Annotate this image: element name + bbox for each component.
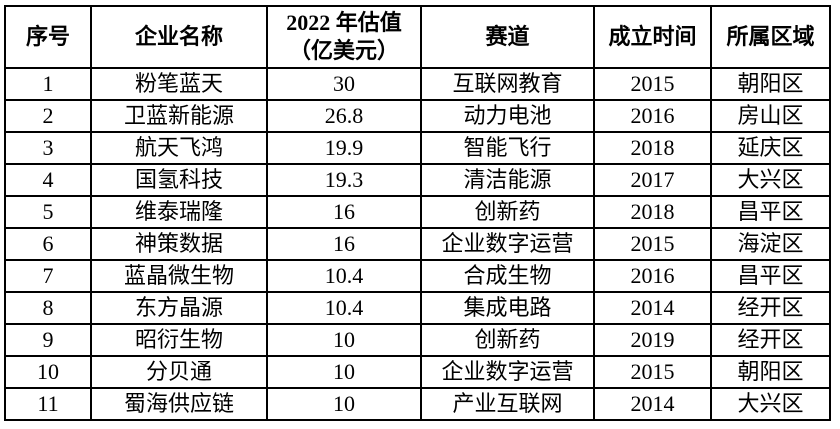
cell-valuation: 30: [266, 67, 422, 101]
cell-track: 企业数字运营: [420, 355, 595, 389]
header-cell-district: 所属区域: [710, 5, 831, 69]
header-cell-track: 赛道: [420, 5, 595, 69]
table-row: 4 国氢科技 19.3 清洁能源 2017 大兴区: [4, 163, 831, 197]
cell-name: 分贝通: [90, 355, 268, 389]
cell-index: 5: [4, 195, 92, 229]
cell-valuation: 10: [266, 387, 422, 421]
cell-index: 10: [4, 355, 92, 389]
table-row: 8 东方晶源 10.4 集成电路 2014 经开区: [4, 291, 831, 325]
cell-founded: 2016: [593, 99, 712, 133]
header-cell-valuation: 2022 年估值 （亿美元）: [266, 5, 422, 69]
cell-district: 大兴区: [710, 387, 831, 421]
cell-index: 4: [4, 163, 92, 197]
cell-district: 大兴区: [710, 163, 831, 197]
cell-district: 房山区: [710, 99, 831, 133]
cell-founded: 2014: [593, 291, 712, 325]
cell-track: 智能飞行: [420, 131, 595, 165]
cell-valuation: 16: [266, 227, 422, 261]
cell-valuation: 10: [266, 355, 422, 389]
cell-founded: 2015: [593, 227, 712, 261]
cell-valuation: 19.9: [266, 131, 422, 165]
cell-name: 昭衍生物: [90, 323, 268, 357]
cell-track: 集成电路: [420, 291, 595, 325]
cell-district: 延庆区: [710, 131, 831, 165]
header-cell-name: 企业名称: [90, 5, 268, 69]
table-row: 10 分贝通 10 企业数字运营 2015 朝阳区: [4, 355, 831, 389]
cell-track: 清洁能源: [420, 163, 595, 197]
cell-track: 互联网教育: [420, 67, 595, 101]
cell-index: 6: [4, 227, 92, 261]
cell-district: 朝阳区: [710, 67, 831, 101]
companies-table: 序号 企业名称 2022 年估值 （亿美元） 赛道 成立时间 所属区域 1 粉笔蓝…: [4, 5, 831, 421]
cell-name: 卫蓝新能源: [90, 99, 268, 133]
cell-name: 航天飞鸿: [90, 131, 268, 165]
table-row: 3 航天飞鸿 19.9 智能飞行 2018 延庆区: [4, 131, 831, 165]
cell-district: 经开区: [710, 291, 831, 325]
cell-index: 7: [4, 259, 92, 293]
table-row: 11 蜀海供应链 10 产业互联网 2014 大兴区: [4, 387, 831, 421]
table-body: 1 粉笔蓝天 30 互联网教育 2015 朝阳区 2 卫蓝新能源 26.8 动力电池 2016 房山区…: [4, 67, 831, 421]
cell-valuation: 26.8: [266, 99, 422, 133]
cell-name: 神策数据: [90, 227, 268, 261]
cell-index: 2: [4, 99, 92, 133]
cell-name: 蜀海供应链: [90, 387, 268, 421]
table-row: 9 昭衍生物 10 创新药 2019 经开区: [4, 323, 831, 357]
cell-district: 朝阳区: [710, 355, 831, 389]
cell-name: 蓝晶微生物: [90, 259, 268, 293]
header-cell-index: 序号: [4, 5, 92, 69]
cell-founded: 2018: [593, 131, 712, 165]
header-row: 序号 企业名称 2022 年估值 （亿美元） 赛道 成立时间 所属区域: [4, 5, 831, 69]
cell-track: 企业数字运营: [420, 227, 595, 261]
cell-index: 8: [4, 291, 92, 325]
header-cell-founded: 成立时间: [593, 5, 712, 69]
table-row: 6 神策数据 16 企业数字运营 2015 海淀区: [4, 227, 831, 261]
cell-valuation: 10.4: [266, 291, 422, 325]
cell-valuation: 16: [266, 195, 422, 229]
cell-founded: 2019: [593, 323, 712, 357]
cell-founded: 2018: [593, 195, 712, 229]
cell-track: 动力电池: [420, 99, 595, 133]
cell-index: 11: [4, 387, 92, 421]
cell-track: 合成生物: [420, 259, 595, 293]
cell-name: 粉笔蓝天: [90, 67, 268, 101]
cell-district: 昌平区: [710, 259, 831, 293]
cell-track: 创新药: [420, 323, 595, 357]
cell-valuation: 10.4: [266, 259, 422, 293]
cell-district: 海淀区: [710, 227, 831, 261]
cell-district: 昌平区: [710, 195, 831, 229]
table-row: 7 蓝晶微生物 10.4 合成生物 2016 昌平区: [4, 259, 831, 293]
cell-founded: 2015: [593, 67, 712, 101]
table-row: 2 卫蓝新能源 26.8 动力电池 2016 房山区: [4, 99, 831, 133]
cell-index: 9: [4, 323, 92, 357]
cell-name: 维泰瑞隆: [90, 195, 268, 229]
cell-founded: 2015: [593, 355, 712, 389]
cell-founded: 2017: [593, 163, 712, 197]
cell-founded: 2014: [593, 387, 712, 421]
cell-index: 1: [4, 67, 92, 101]
table-header: 序号 企业名称 2022 年估值 （亿美元） 赛道 成立时间 所属区域: [4, 5, 831, 69]
cell-name: 东方晶源: [90, 291, 268, 325]
cell-track: 产业互联网: [420, 387, 595, 421]
cell-valuation: 10: [266, 323, 422, 357]
cell-index: 3: [4, 131, 92, 165]
cell-valuation: 19.3: [266, 163, 422, 197]
cell-founded: 2016: [593, 259, 712, 293]
cell-track: 创新药: [420, 195, 595, 229]
table-row: 5 维泰瑞隆 16 创新药 2018 昌平区: [4, 195, 831, 229]
table-row: 1 粉笔蓝天 30 互联网教育 2015 朝阳区: [4, 67, 831, 101]
cell-district: 经开区: [710, 323, 831, 357]
cell-name: 国氢科技: [90, 163, 268, 197]
